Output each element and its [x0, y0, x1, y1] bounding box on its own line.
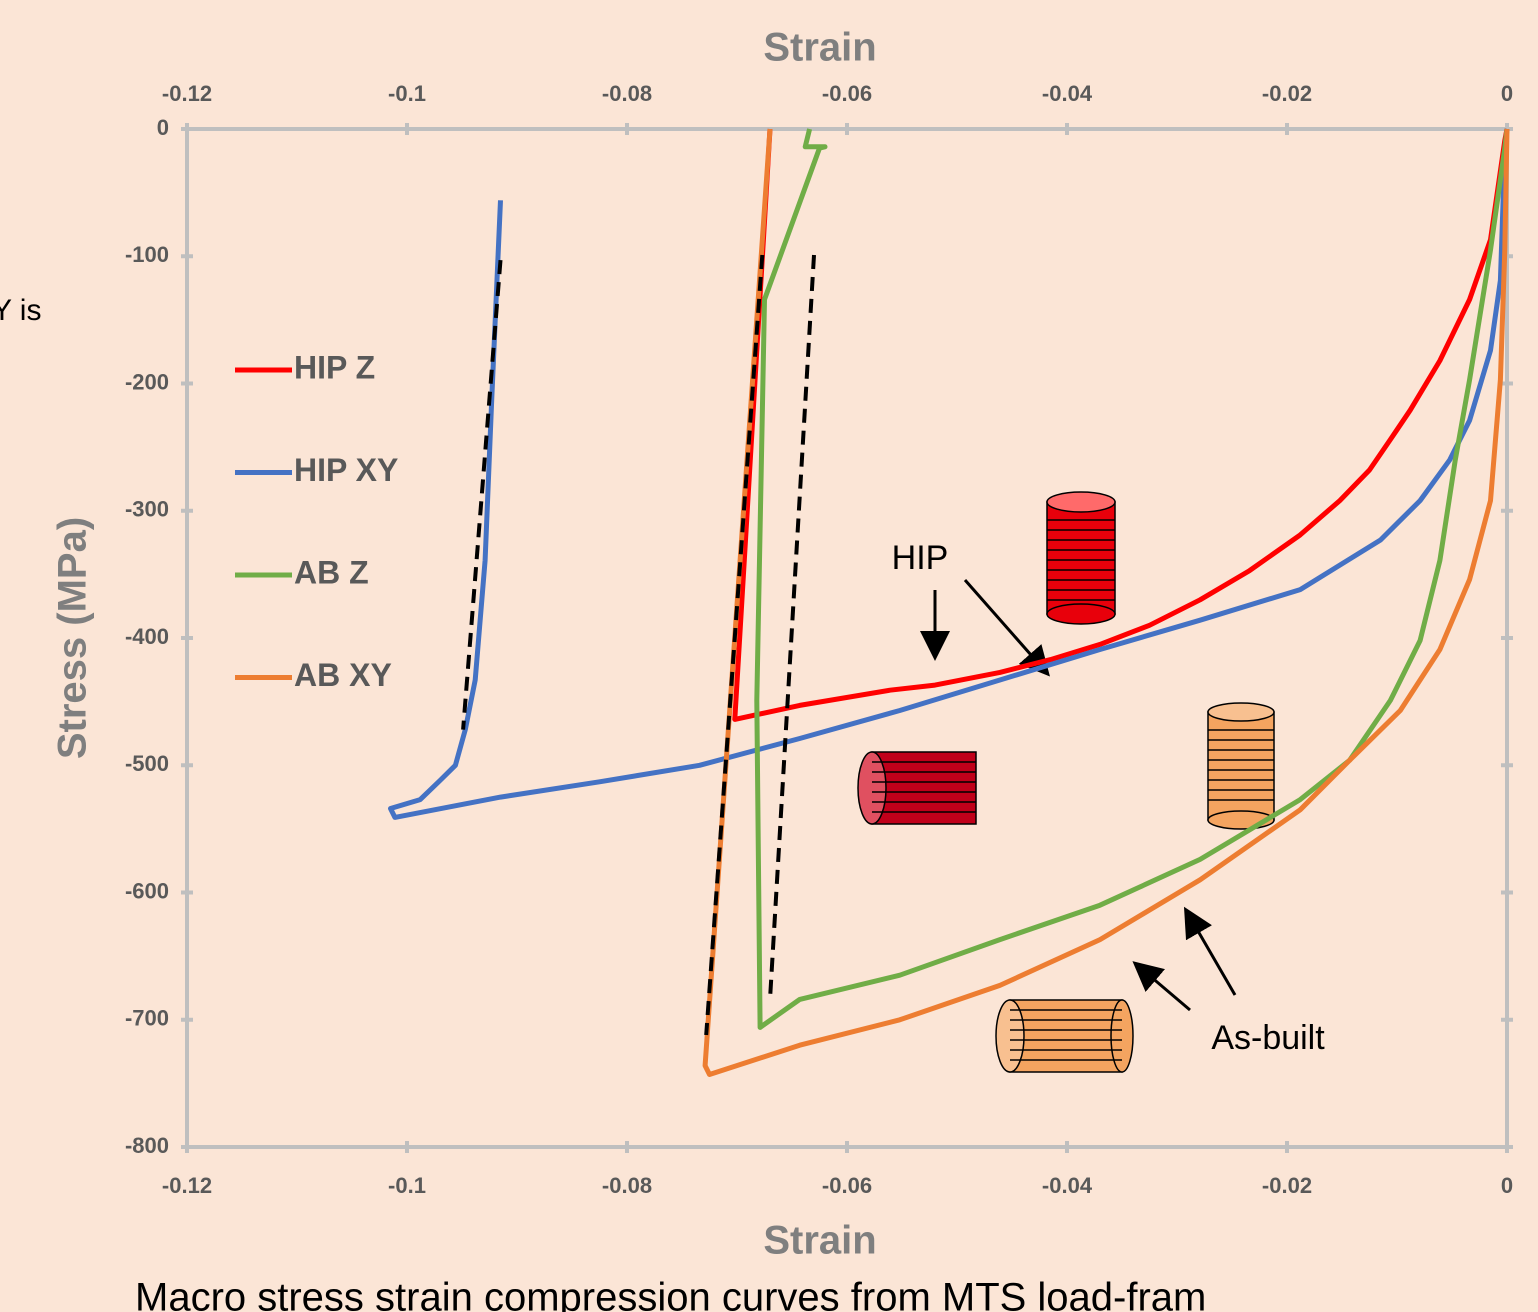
legend-label: AB Z [294, 554, 369, 590]
series-line [391, 129, 1508, 817]
x2-tick-label: 0 [1501, 81, 1513, 106]
y-tick-label: -800 [125, 1133, 169, 1158]
x-tick-label: -0.12 [162, 1173, 212, 1198]
x-tick-label: -0.08 [602, 1173, 652, 1198]
legend-label: HIP Z [294, 349, 375, 385]
y-tick-label: -600 [125, 878, 169, 903]
x-tick-label: -0.04 [1042, 1173, 1093, 1198]
y-tick-label: -700 [125, 1006, 169, 1031]
caption: Macro stress strain compression curves f… [135, 1276, 1206, 1312]
x-axis-label: Strain [763, 1219, 876, 1263]
y-tick-label: -100 [125, 242, 169, 267]
y-axis-label: Stress (MPa) [51, 517, 95, 759]
x2-tick-label: -0.1 [388, 81, 426, 106]
y-tick-label: -400 [125, 624, 169, 649]
x2-tick-label: -0.04 [1042, 81, 1093, 106]
axes-frame [187, 129, 1507, 1147]
series-line [735, 129, 1507, 719]
y-tick-label: -200 [125, 369, 169, 394]
fit-line [463, 260, 500, 729]
x2-tick-label: -0.06 [822, 81, 872, 106]
x2-tick-label: -0.02 [1262, 81, 1312, 106]
annotation: HIP [892, 539, 949, 577]
fit-line [770, 255, 814, 999]
annotation: As-built [1211, 1019, 1325, 1057]
x-tick-label: 0 [1501, 1173, 1513, 1198]
x-tick-label: -0.1 [388, 1173, 426, 1198]
x2-tick-label: -0.12 [162, 81, 212, 106]
series-line [757, 129, 1507, 1027]
x2-tick-label: -0.08 [602, 81, 652, 106]
y-tick-label: -300 [125, 497, 169, 522]
x-tick-label: -0.06 [822, 1173, 872, 1198]
y-tick-label: -500 [125, 751, 169, 776]
specimen-icons [858, 492, 1274, 1072]
page: {"chart_data": {"type": "line", "x2label… [0, 0, 1538, 1312]
y-tick-label: 0 [157, 115, 169, 140]
legend-label: HIP XY [294, 452, 398, 488]
x2-axis-label: Strain [763, 26, 876, 70]
legend-label: AB XY [294, 657, 392, 693]
side-text: Y is [0, 294, 41, 327]
chart: Strain Strain Stress (MPa) Y is Macro st… [0, 0, 1538, 1312]
x-tick-label: -0.02 [1262, 1173, 1312, 1198]
